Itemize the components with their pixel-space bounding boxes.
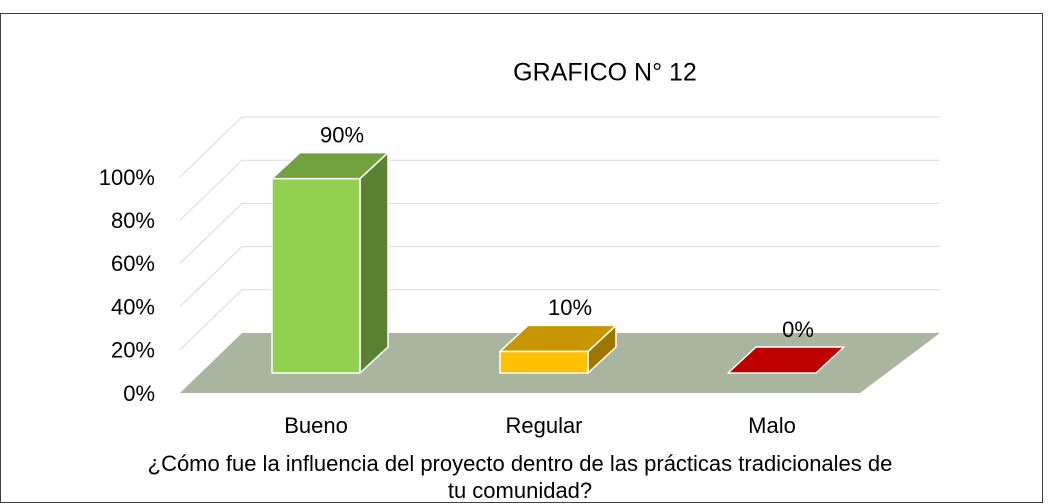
chart-title: GRAFICO N° 12 (513, 59, 697, 87)
grid-line (179, 246, 940, 307)
y-tick-label: 20% (111, 338, 155, 363)
bar-top (499, 324, 617, 353)
x-tick-label: Bueno (284, 413, 348, 438)
bar-top (271, 151, 389, 180)
bar-front (271, 177, 361, 374)
value-label: 90% (320, 122, 364, 147)
bar-front (499, 350, 589, 374)
chart-border (0, 13, 1043, 503)
y-tick-label: 60% (111, 251, 155, 276)
x-tick-label: Regular (505, 413, 582, 438)
bar-side (359, 151, 389, 374)
x-axis-label: ¿Cómo fue la influencia del proyecto den… (147, 451, 893, 503)
x-tick-label: Malo (748, 413, 796, 438)
grid-line (179, 159, 940, 221)
grid-line (179, 116, 940, 178)
grid-line (179, 289, 940, 351)
y-tick-label: 100% (99, 165, 155, 190)
y-tick-label: 0% (123, 381, 155, 406)
value-label: 10% (548, 295, 592, 320)
grid-line (179, 202, 940, 264)
value-label: 0% (782, 317, 814, 342)
bar-top (727, 346, 845, 374)
y-tick-label: 40% (111, 294, 155, 319)
y-tick-label: 80% (111, 208, 155, 233)
